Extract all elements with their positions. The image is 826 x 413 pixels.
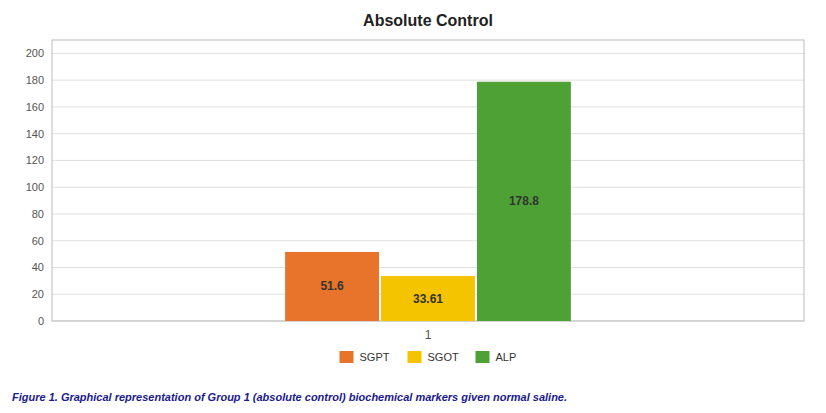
bar <box>477 82 571 321</box>
y-tick-label: 140 <box>26 128 44 140</box>
y-tick-label: 80 <box>32 208 44 220</box>
grid-line <box>52 187 804 188</box>
legend-swatch <box>340 351 354 363</box>
bar <box>285 252 379 321</box>
bar <box>381 276 475 321</box>
legend: SGPT SGOT ALP <box>340 351 517 363</box>
title: Absolute Control <box>363 12 493 29</box>
y-tick-label: 40 <box>32 261 44 273</box>
grid-line <box>52 213 804 214</box>
legend-label: SGPT <box>360 351 390 363</box>
y-tick-label: 0 <box>38 315 44 327</box>
legend-swatch <box>408 351 422 363</box>
grid-line <box>52 160 804 161</box>
legend-label: ALP <box>496 351 517 363</box>
y-tick-label: 20 <box>32 288 44 300</box>
data-label: 33.61 <box>413 292 443 306</box>
grid-line <box>52 133 804 134</box>
x-tick-label: 1 <box>425 328 432 342</box>
grid-line <box>52 106 804 107</box>
grid-line <box>52 80 804 81</box>
legend-swatch <box>476 351 490 363</box>
legend-label: SGOT <box>428 351 459 363</box>
y-tick-label: 60 <box>32 235 44 247</box>
data-label: 178.8 <box>509 194 539 208</box>
y-tick-label: 120 <box>26 154 44 166</box>
grid <box>52 53 804 321</box>
y-tick-label: 160 <box>26 101 44 113</box>
bars <box>285 82 571 321</box>
y-tick-label: 180 <box>26 74 44 86</box>
grid-line <box>52 240 804 241</box>
chart-svg: Absolute Control 0 20 40 60 80 100 120 140 160 180… <box>0 0 826 413</box>
y-tick-label: 200 <box>26 47 44 59</box>
data-label: 51.6 <box>320 279 344 293</box>
grid-line <box>52 267 804 268</box>
chart-container: Absolute Control 0 20 40 60 80 100 120 140 160 180… <box>0 0 826 413</box>
grid-line <box>52 53 804 54</box>
plot-frame <box>52 40 804 321</box>
data-labels: 51.6 33.61 178.8 <box>320 194 539 305</box>
y-tick-label: 100 <box>26 181 44 193</box>
caption: Figure 1. Graphical representation of Gr… <box>12 391 567 403</box>
